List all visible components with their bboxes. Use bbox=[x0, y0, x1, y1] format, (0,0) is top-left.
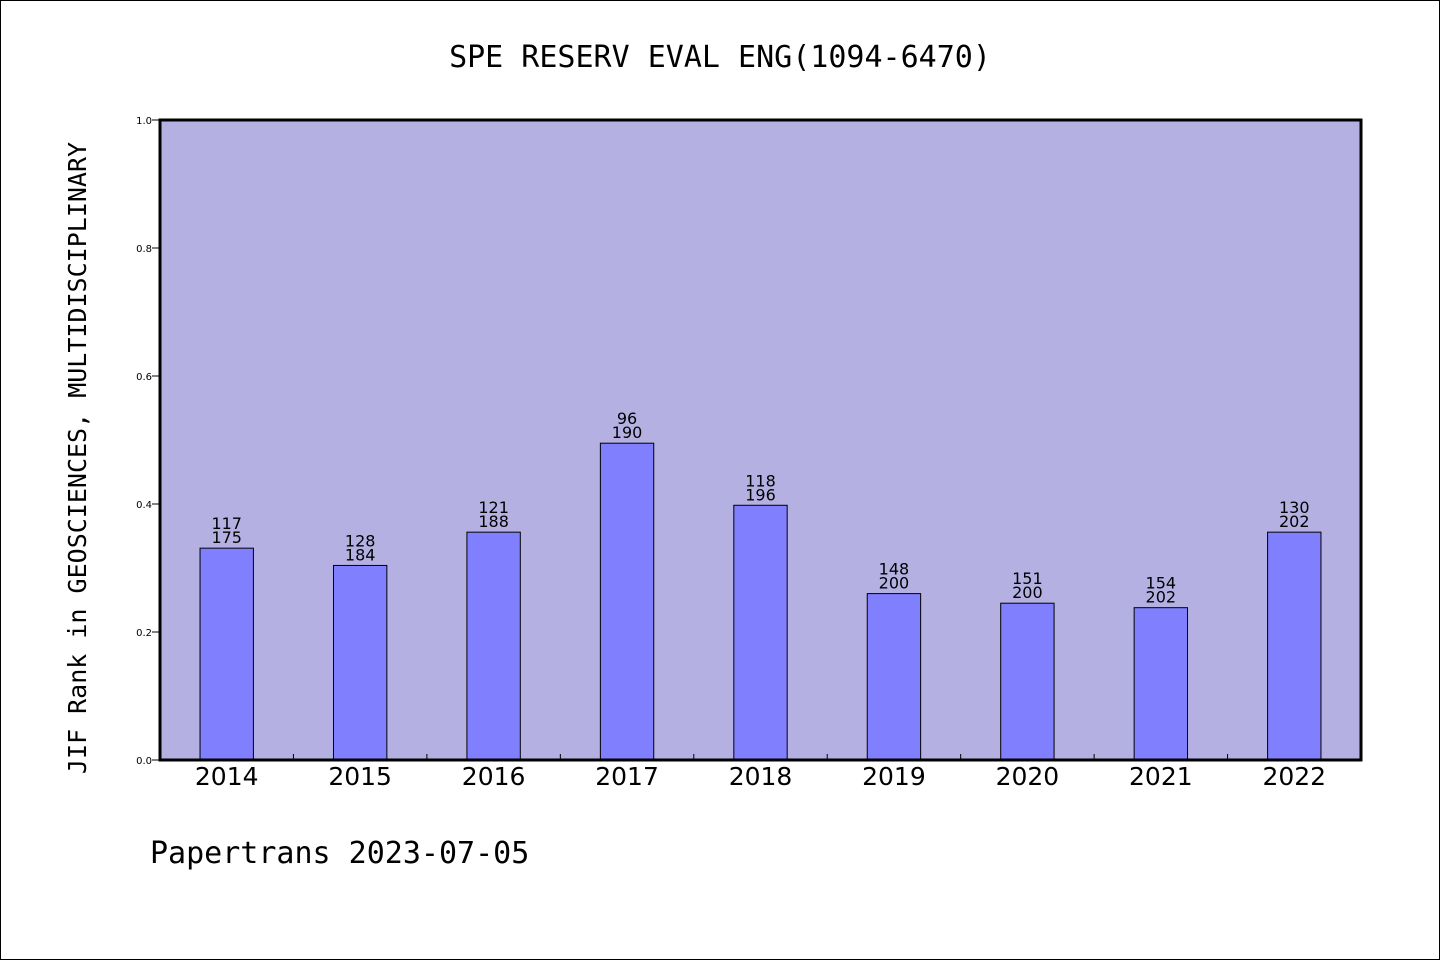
footer-text: Papertrans 2023-07-05 bbox=[150, 836, 529, 871]
bar-2018 bbox=[733, 504, 788, 761]
bar-rank-label-2022: 130 bbox=[1279, 498, 1310, 517]
bar-total-label-2017: 190 bbox=[612, 423, 643, 442]
x-tick-label-2015: 2015 bbox=[328, 762, 392, 791]
bar-rank-label-2017: 96 bbox=[617, 409, 637, 428]
bar-2014 bbox=[199, 547, 254, 761]
bar-2022 bbox=[1267, 531, 1322, 761]
x-tick-label-2019: 2019 bbox=[862, 762, 926, 791]
x-tick-label-2016: 2016 bbox=[462, 762, 526, 791]
y-tick-label: 1.0 bbox=[136, 116, 152, 127]
bar-2015 bbox=[332, 564, 388, 761]
bar-rank-label-2014: 117 bbox=[211, 514, 242, 533]
bar-total-label-2020: 200 bbox=[1012, 583, 1043, 602]
x-tick-label-2020: 2020 bbox=[996, 762, 1060, 791]
bar-rank-label-2018: 118 bbox=[745, 471, 776, 490]
bar-total-label-2021: 202 bbox=[1146, 588, 1177, 607]
y-tick-label: 0.0 bbox=[136, 756, 152, 767]
bar-2017 bbox=[599, 442, 655, 761]
bar-total-label-2022: 202 bbox=[1279, 512, 1310, 531]
plot-border bbox=[158, 118, 1363, 762]
bar-rank-label-2021: 154 bbox=[1146, 574, 1177, 593]
bar-2020 bbox=[1000, 602, 1055, 761]
y-tick-label: 0.6 bbox=[136, 372, 152, 383]
x-tick-label-2017: 2017 bbox=[595, 762, 659, 791]
bar-total-label-2016: 188 bbox=[478, 512, 509, 531]
bar-total-label-2015: 184 bbox=[345, 545, 376, 564]
bar-2016 bbox=[466, 531, 521, 761]
bar-2019 bbox=[866, 593, 922, 761]
chart-title: SPE RESERV EVAL ENG(1094-6470) bbox=[449, 40, 991, 75]
bar-total-label-2019: 200 bbox=[879, 574, 910, 593]
y-tick-label: 0.8 bbox=[136, 244, 152, 255]
bar-rank-label-2019: 148 bbox=[879, 560, 910, 579]
x-tick-label-2014: 2014 bbox=[195, 762, 259, 791]
bar-total-label-2018: 196 bbox=[745, 485, 776, 504]
x-tick-label-2018: 2018 bbox=[729, 762, 793, 791]
bar-2021 bbox=[1133, 607, 1189, 761]
bar-rank-label-2015: 128 bbox=[345, 531, 376, 550]
bar-rank-label-2020: 151 bbox=[1012, 569, 1043, 588]
x-tick-label-2022: 2022 bbox=[1262, 762, 1326, 791]
y-tick-label: 0.4 bbox=[136, 500, 152, 511]
bar-rank-label-2016: 121 bbox=[478, 498, 509, 517]
y-tick-label: 0.2 bbox=[136, 628, 152, 639]
x-tick-label-2021: 2021 bbox=[1129, 762, 1193, 791]
bar-total-label-2014: 175 bbox=[211, 528, 242, 547]
y-axis-label: JIF Rank in GEOSCIENCES, MULTIDISCIPLINA… bbox=[63, 142, 92, 774]
